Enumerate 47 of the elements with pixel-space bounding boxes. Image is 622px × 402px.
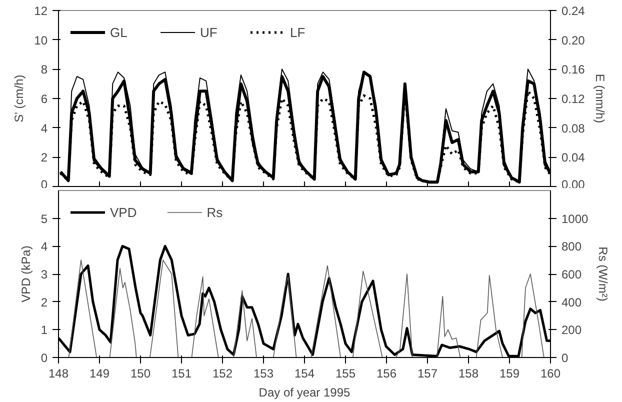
- y2-tick-label: 0.12: [562, 92, 586, 106]
- y2-tick-label: 0.24: [562, 4, 586, 18]
- y2-tick-label: 600: [562, 268, 582, 282]
- x-tick-label: 160: [540, 366, 561, 380]
- y2-tick-label: 0.20: [562, 33, 586, 48]
- legend-label: Rs: [206, 204, 224, 220]
- y2-tick-label: 400: [562, 295, 582, 310]
- y-tick-label: 1: [40, 323, 48, 338]
- y-tick-label: 2: [40, 295, 48, 310]
- y-tick-label: 12: [34, 4, 48, 18]
- x-tick-label: 148: [48, 366, 69, 380]
- y-tick-label: 5: [40, 212, 48, 226]
- y-tick-label: 0: [40, 351, 48, 365]
- y-tick-label: 10: [34, 33, 48, 48]
- y-tick-label: 4: [40, 121, 48, 136]
- x-axis-title: Day of year 1995: [258, 386, 351, 400]
- y2-axis-title: Rs (W/m²): [596, 246, 610, 302]
- x-tick-label: 157: [417, 366, 438, 380]
- legend-label: LF: [290, 24, 306, 40]
- y-tick-label: 6: [40, 92, 48, 106]
- legend-label: VPD: [110, 204, 137, 220]
- y-axis-title: S' (cm/h): [12, 74, 26, 122]
- x-tick-label: 155: [335, 366, 356, 380]
- y-axis-title: VPD (kPa): [18, 246, 33, 302]
- legend-label: UF: [200, 24, 218, 40]
- y2-tick-label: 0.08: [562, 121, 586, 136]
- y2-tick-label: 1000: [562, 212, 589, 226]
- y-tick-label: 2: [40, 150, 48, 165]
- x-tick-label: 152: [212, 366, 233, 380]
- y2-tick-label: 200: [562, 323, 582, 338]
- x-tick-label: 159: [499, 366, 520, 380]
- y2-tick-label: 0: [562, 351, 568, 365]
- y-tick-label: 3: [40, 268, 48, 282]
- y2-tick-label: 800: [562, 240, 582, 254]
- x-tick-label: 153: [253, 366, 274, 380]
- y2-axis-title: E (mm/h): [592, 74, 607, 124]
- x-tick-label: 149: [89, 366, 110, 380]
- x-tick-label: 156: [376, 366, 397, 380]
- legend-label: GL: [110, 24, 128, 40]
- y-tick-label: 4: [40, 240, 48, 254]
- y2-tick-label: 0.16: [562, 62, 586, 77]
- x-tick-label: 150: [130, 366, 151, 380]
- y2-tick-label: 0.04: [562, 150, 586, 165]
- x-tick-label: 151: [171, 366, 192, 380]
- y-tick-label: 8: [40, 62, 48, 77]
- x-tick-label: 154: [294, 366, 315, 380]
- x-tick-label: 158: [458, 366, 479, 380]
